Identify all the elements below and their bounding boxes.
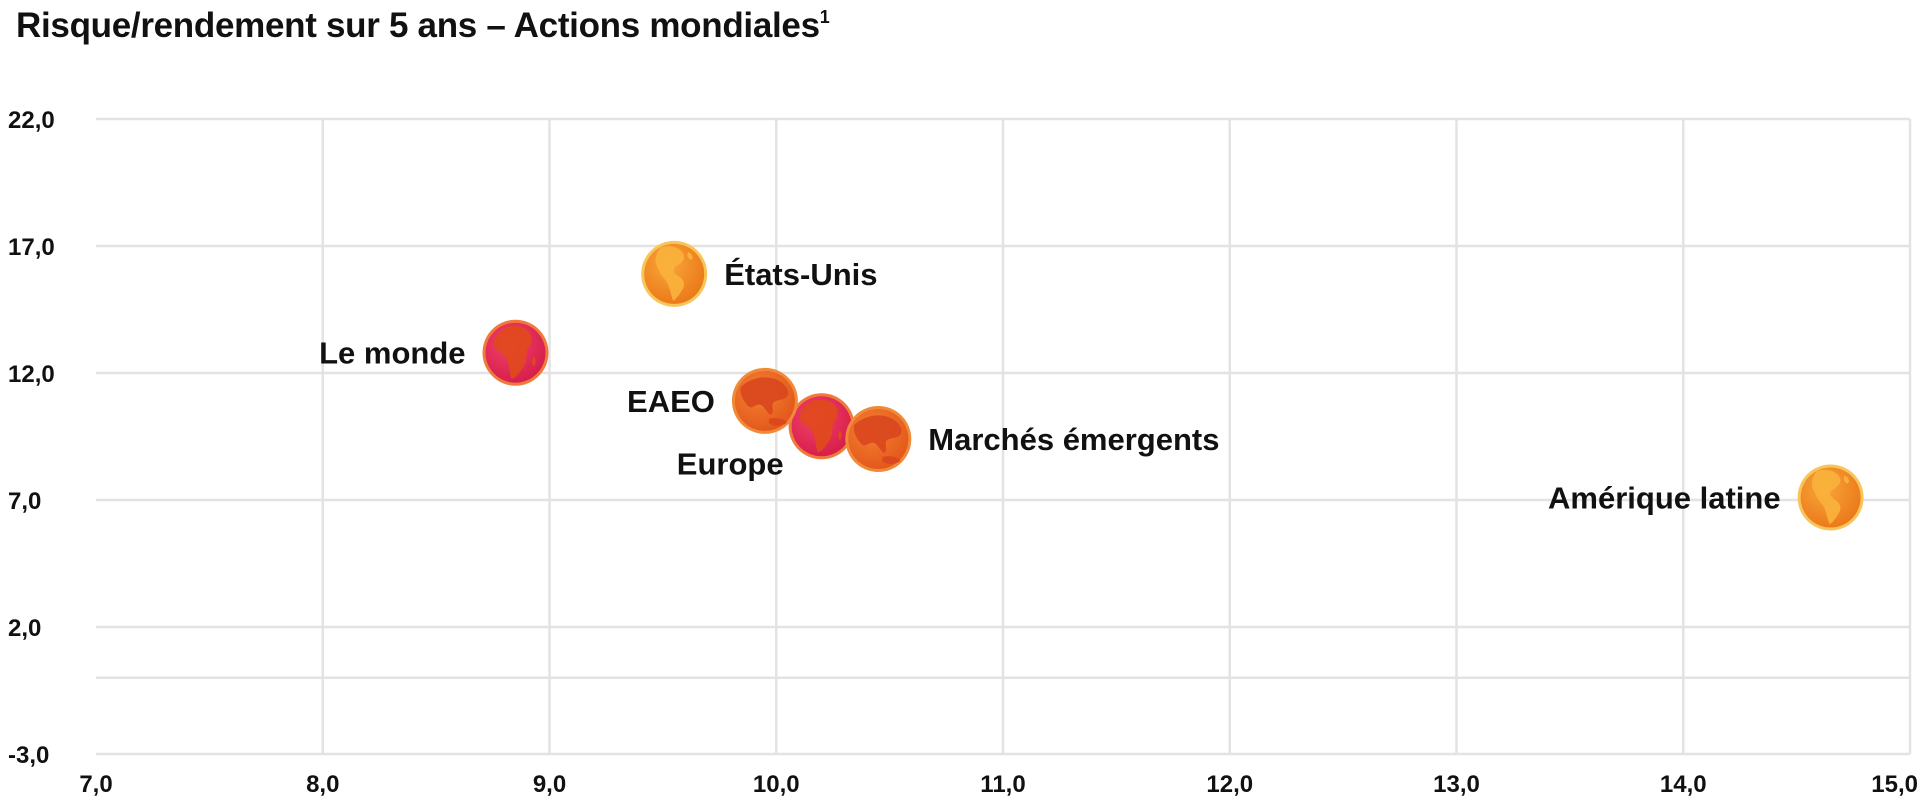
y-tick-label: 2,0: [8, 615, 41, 642]
continent-shape: [799, 399, 842, 453]
point-label: États-Unis: [724, 257, 877, 292]
point-label: Marchés émergents: [928, 422, 1219, 457]
data-point: [845, 406, 912, 472]
footnote-mark: 1: [819, 7, 830, 27]
chart-title-text: Risque/rendement sur 5 ans – Actions mon…: [16, 6, 820, 45]
point-label: EAEO: [627, 384, 715, 419]
data-point: [641, 240, 708, 307]
x-tick-label: 8,0: [306, 771, 339, 798]
point-label: Amérique latine: [1548, 481, 1781, 516]
continent-shape: [1811, 469, 1850, 525]
y-tick-label: 22,0: [8, 107, 55, 134]
continent-shape: [655, 246, 693, 301]
point-label: Le monde: [319, 336, 465, 371]
continent-shape: [740, 377, 789, 426]
y-tick-label: 7,0: [8, 488, 41, 515]
point-label: Europe: [677, 446, 784, 481]
data-point: [788, 393, 855, 460]
data-point: [731, 367, 798, 434]
x-tick-label: 12,0: [1206, 771, 1253, 798]
x-tick-label: 7,0: [79, 771, 112, 798]
continent-shape: [493, 325, 536, 379]
chart-title: Risque/rendement sur 5 ans – Actions mon…: [16, 6, 830, 46]
x-tick-label: 9,0: [533, 771, 566, 798]
continent-shape: [853, 415, 902, 464]
x-tick-label: 11,0: [980, 771, 1025, 798]
y-tick-label: 17,0: [8, 234, 55, 261]
y-tick-label: -3,0: [8, 742, 49, 769]
x-tick-label: 15,0: [1871, 771, 1918, 798]
y-tick-label: 12,0: [8, 361, 55, 388]
axis-tick-labels: -3,0 2,0 7,0 12,0 17,0 22,0 7,0 8,0 9,0 10,0 11,0 1…: [8, 107, 1918, 798]
x-tick-label: 13,0: [1433, 771, 1480, 798]
data-point: [482, 319, 549, 386]
data-points: États-Unis Le monde Europe EAEO Marchés émer…: [319, 240, 1864, 531]
data-point: [1797, 464, 1864, 531]
grid-layer: [96, 117, 1912, 756]
x-tick-label: 10,0: [753, 771, 800, 798]
x-tick-label: 14,0: [1660, 771, 1707, 798]
